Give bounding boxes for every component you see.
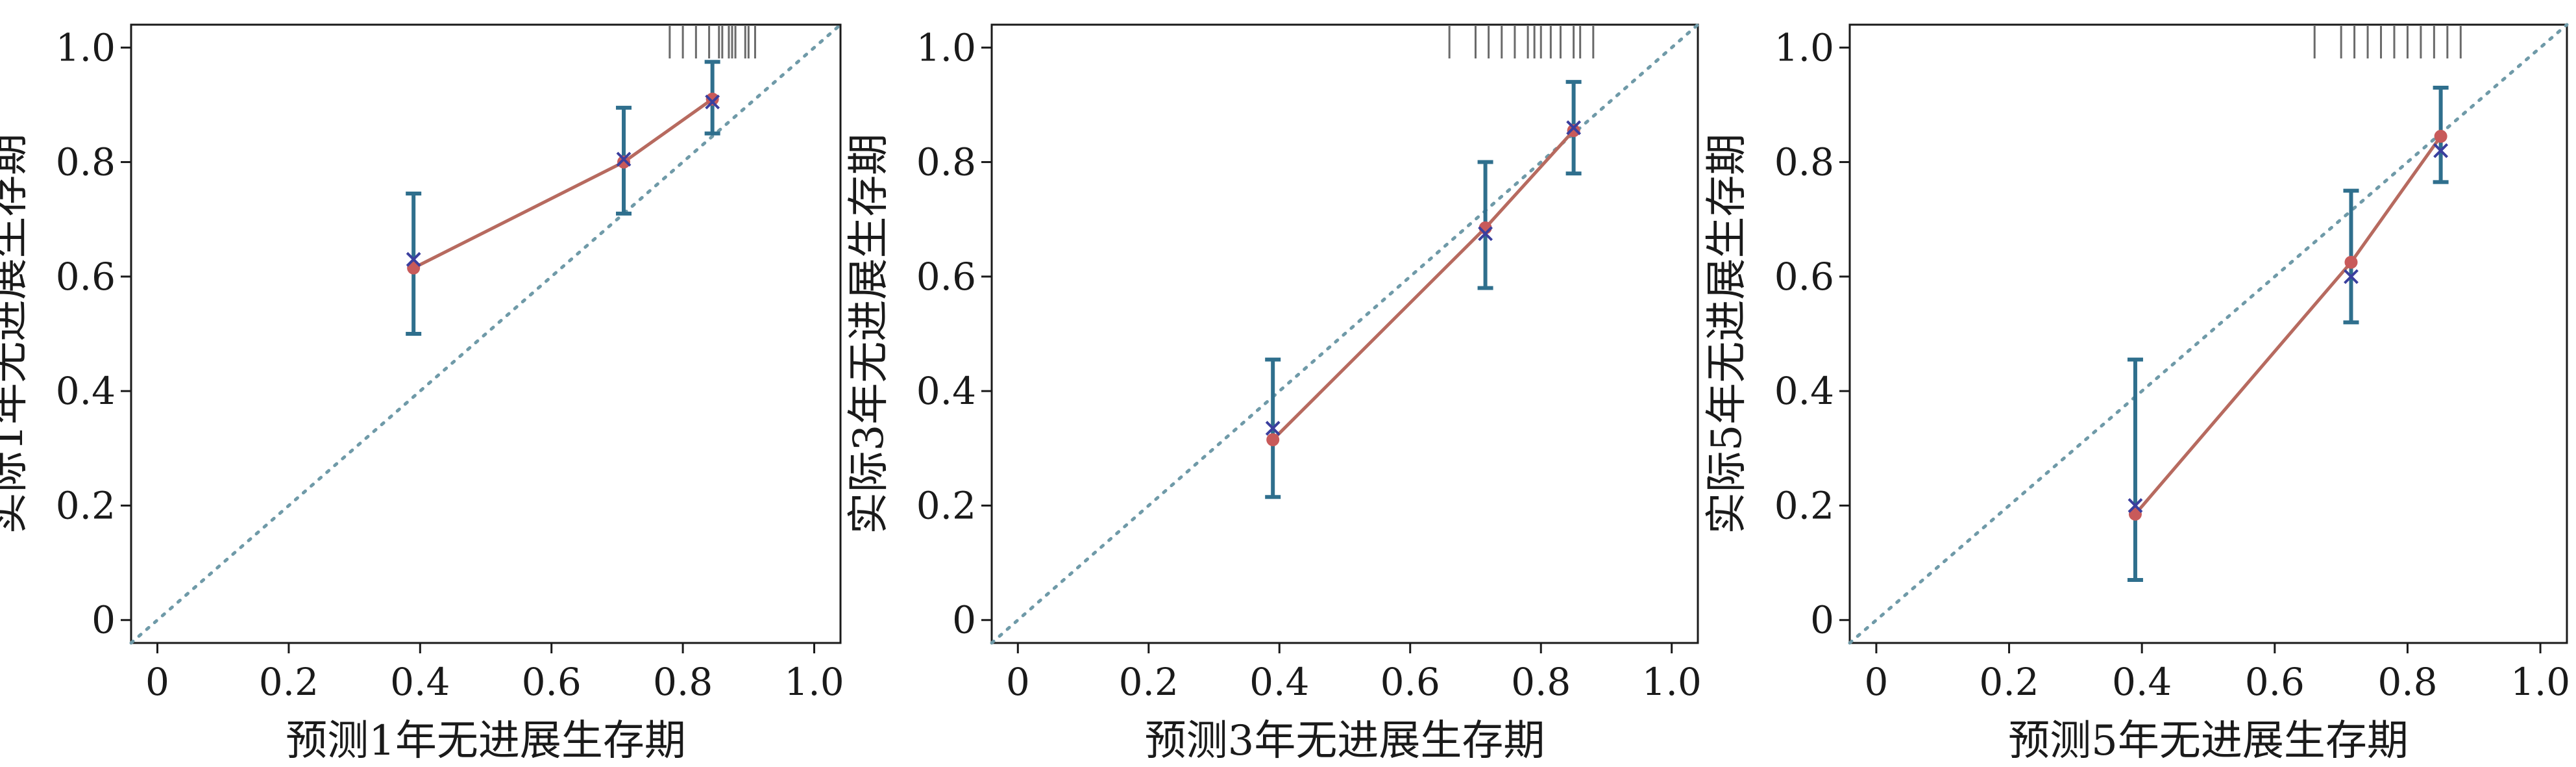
y-tick-label: 0 bbox=[1810, 598, 1834, 642]
x-tick-label: 0.4 bbox=[1249, 660, 1309, 704]
plot-frame bbox=[130, 23, 842, 644]
x-tick-label: 1.0 bbox=[784, 660, 844, 704]
y-tick-label: 0.2 bbox=[916, 483, 976, 527]
corrected-marker bbox=[1478, 226, 1493, 242]
plot-frame bbox=[1848, 23, 2568, 644]
x-tick-label: 1.0 bbox=[2510, 660, 2570, 704]
calibration-plot-2: 0 0.2 0.4 0.6 0.8 1.0 0 0.2 0.4 0.6 0.8 1.0 预测3年无进展生… bbox=[845, 23, 1702, 765]
y-tick-label: 0 bbox=[952, 598, 976, 642]
y-tick-label: 0.4 bbox=[56, 369, 116, 413]
x-tick-label: 0.8 bbox=[653, 660, 713, 704]
observed-point bbox=[407, 261, 421, 275]
x-tick-label: 0.4 bbox=[2112, 660, 2172, 704]
corrected-marker bbox=[2344, 269, 2359, 284]
observed-point bbox=[705, 92, 719, 106]
corrected-marker bbox=[2433, 143, 2449, 158]
y-tick-label: 1.0 bbox=[56, 25, 116, 69]
x-tick-label: 0 bbox=[145, 660, 169, 704]
x-tick-label: 0.8 bbox=[2377, 660, 2437, 704]
observed-point bbox=[1567, 124, 1580, 138]
x-tick-label: 0.4 bbox=[390, 660, 450, 704]
corrected-marker bbox=[2128, 498, 2143, 513]
y-tick-label: 0.8 bbox=[916, 140, 976, 184]
x-tick-label: 1.0 bbox=[1642, 660, 1702, 704]
observed-point bbox=[617, 155, 631, 169]
x-tick-label: 0.2 bbox=[259, 660, 319, 704]
y-tick-label: 0.4 bbox=[916, 369, 976, 413]
y-tick-label: 0.8 bbox=[56, 140, 116, 184]
observed-point bbox=[2128, 507, 2142, 521]
plot-frame bbox=[990, 23, 1699, 644]
observed-point bbox=[1266, 433, 1280, 447]
x-tick-label: 0.8 bbox=[1511, 660, 1571, 704]
y-tick-label: 0.6 bbox=[56, 255, 116, 299]
observed-calibration-line bbox=[1271, 129, 1575, 441]
x-tick-label: 0 bbox=[1006, 660, 1030, 704]
observed-calibration-line bbox=[2134, 135, 2442, 516]
observed-point bbox=[2344, 255, 2358, 269]
y-tick-label: 1.0 bbox=[916, 25, 976, 69]
ideal-reference-line bbox=[1848, 23, 2569, 645]
corrected-marker bbox=[1566, 120, 1582, 136]
y-tick-label: 0.6 bbox=[916, 255, 976, 299]
corrected-marker bbox=[1265, 421, 1281, 436]
x-tick-label: 0.6 bbox=[2245, 660, 2305, 704]
x-tick-label: 0.6 bbox=[1380, 660, 1440, 704]
y-tick-label: 1.0 bbox=[1774, 25, 1834, 69]
y-tick-label: 0 bbox=[92, 598, 116, 642]
ideal-reference-line bbox=[990, 23, 1700, 645]
y-axis-title: 实际1年无进展生存期 bbox=[0, 134, 32, 534]
y-tick-label: 0.2 bbox=[56, 483, 116, 527]
x-axis-title: 预测1年无进展生存期 bbox=[286, 717, 686, 765]
y-tick-label: 0.6 bbox=[1774, 255, 1834, 299]
x-tick-label: 0.2 bbox=[1119, 660, 1179, 704]
corrected-marker bbox=[406, 251, 421, 267]
y-axis-title: 实际5年无进展生存期 bbox=[1703, 134, 1751, 534]
y-axis-title: 实际3年无进展生存期 bbox=[845, 134, 893, 534]
corrected-marker bbox=[616, 151, 632, 167]
y-tick-label: 0.4 bbox=[1774, 369, 1834, 413]
observed-point bbox=[2434, 129, 2447, 143]
corrected-marker bbox=[705, 94, 720, 110]
y-tick-label: 0.8 bbox=[1774, 140, 1834, 184]
x-tick-label: 0.6 bbox=[522, 660, 582, 704]
x-axis-title: 预测5年无进展生存期 bbox=[2008, 717, 2409, 765]
calibration-plot-1: 0 0.2 0.4 0.6 0.8 1.0 0 0.2 0.4 0.6 0.8 1.0 预测1年无进展生… bbox=[0, 23, 844, 765]
y-tick-label: 0.2 bbox=[1774, 483, 1834, 527]
ideal-reference-line bbox=[129, 23, 842, 645]
x-axis-title: 预测3年无进展生存期 bbox=[1145, 717, 1545, 765]
observed-calibration-line bbox=[413, 97, 714, 270]
calibration-plot-3: 0 0.2 0.4 0.6 0.8 1.0 0 0.2 0.4 0.6 0.8 1.0 预测5年无进展生… bbox=[1703, 23, 2570, 765]
x-tick-label: 0 bbox=[1864, 660, 1888, 704]
x-tick-label: 0.2 bbox=[1979, 660, 2039, 704]
